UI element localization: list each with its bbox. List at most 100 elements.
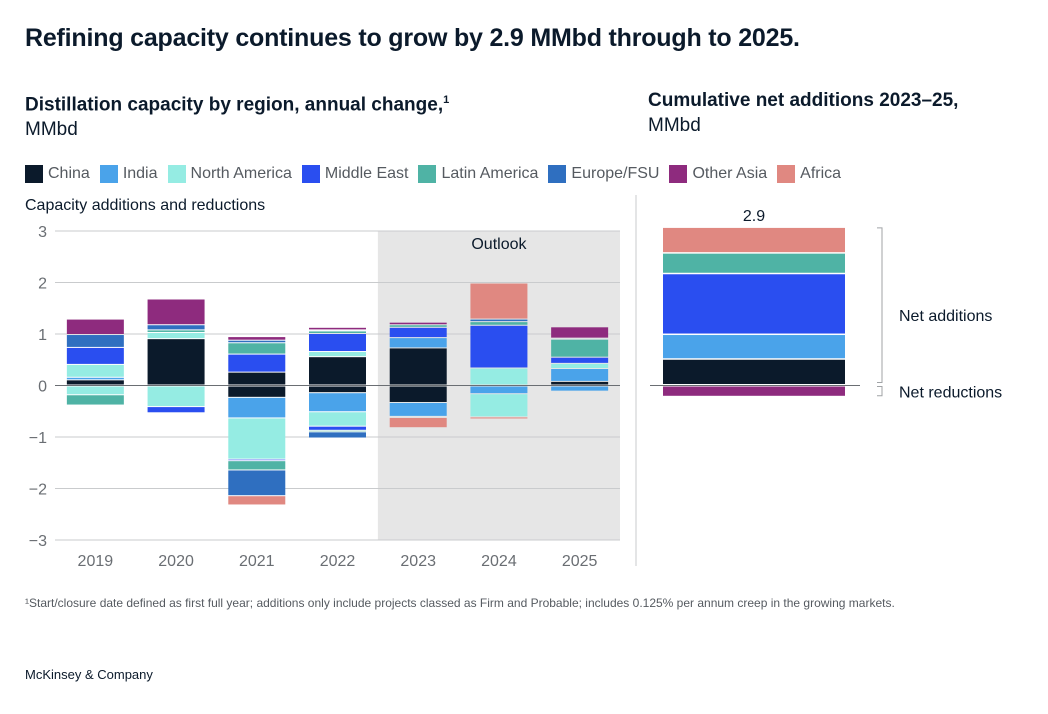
neg-bar-2021-europe-fsu xyxy=(228,470,286,496)
legend-swatch xyxy=(777,165,796,183)
cumulative-bar-africa xyxy=(663,227,845,253)
bar-2023-middle-east xyxy=(389,327,447,338)
bar-2020-other-asia xyxy=(147,299,205,325)
neg-bar-2022-north-america xyxy=(309,412,366,426)
cumulative-bar-china xyxy=(663,359,845,384)
x-tick-label: 2024 xyxy=(481,553,517,570)
bar-2024-middle-east xyxy=(470,325,528,368)
net-additions-bracket xyxy=(877,227,883,383)
legend-swatch xyxy=(301,165,320,183)
legend-label: Middle East xyxy=(324,165,409,182)
net-reductions-label: Net reductions xyxy=(899,385,1002,402)
neg-bar-2023-africa xyxy=(389,417,447,428)
neg-bar-2021-north-america xyxy=(228,418,286,459)
neg-bar-2022-india xyxy=(309,393,366,412)
legend-label: India xyxy=(122,165,158,182)
bar-2020-europe-fsu xyxy=(147,325,205,330)
legend-item-africa: Africa xyxy=(777,165,841,183)
net-additions-label: Net additions xyxy=(899,308,992,325)
bar-2022-north-america xyxy=(309,352,366,357)
bar-2020-north-america xyxy=(147,332,205,339)
left-chart-unit: MMbd xyxy=(25,119,78,140)
x-tick-label: 2025 xyxy=(562,553,598,570)
neg-bar-2024-africa xyxy=(470,417,528,419)
y-tick-label: 2 xyxy=(38,276,47,293)
cumulative-bar-latin-america xyxy=(663,253,845,273)
neg-bar-2021-africa xyxy=(228,496,286,505)
outlook-label: Outlook xyxy=(471,236,527,253)
neg-bar-2021-china xyxy=(228,386,286,397)
neg-bar-2019-latin-america xyxy=(66,395,124,405)
bar-2023-india xyxy=(389,338,447,348)
right-chart-unit: MMbd xyxy=(648,115,701,136)
bar-2020-latin-america xyxy=(147,330,205,332)
page-title: Refining capacity continues to grow by 2… xyxy=(25,24,800,52)
bar-2021-latin-america xyxy=(228,343,286,354)
bar-2022-middle-east xyxy=(309,334,366,352)
capacity-subtitle: Capacity additions and reductions xyxy=(25,197,266,214)
bar-2023-other-asia xyxy=(389,322,447,325)
legend-label: China xyxy=(48,165,90,182)
legend-item-north-america: North America xyxy=(167,165,292,183)
bar-2019-other-asia xyxy=(66,319,124,335)
bar-2024-north-america xyxy=(470,368,528,385)
legend: China India North America Middle East Latin … xyxy=(25,165,851,183)
bar-2025-other-asia xyxy=(551,327,609,338)
y-tick-label: −3 xyxy=(29,533,47,550)
y-tick-label: −2 xyxy=(29,482,47,499)
bar-2025-latin-america xyxy=(551,339,609,357)
y-tick-label: 0 xyxy=(38,379,47,396)
bar-2024-europe-fsu xyxy=(470,319,528,322)
bar-2022-china xyxy=(309,357,366,385)
neg-bar-2024-india xyxy=(470,386,528,394)
neg-bar-2022-latin-america xyxy=(309,430,366,432)
bar-2025-china xyxy=(551,381,609,385)
neg-bar-2025-india xyxy=(551,386,609,391)
bar-2023-latin-america xyxy=(389,325,447,327)
y-tick-label: −1 xyxy=(29,430,47,447)
bar-2019-europe-fsu xyxy=(66,335,124,347)
legend-swatch xyxy=(25,165,43,183)
neg-bar-2019-north-america xyxy=(66,386,124,395)
bar-2021-other-asia xyxy=(228,337,286,340)
bar-2021-europe-fsu xyxy=(228,340,286,343)
neg-bar-2020-middle-east xyxy=(147,407,205,413)
bar-2023-china xyxy=(389,348,447,385)
bar-2019-india xyxy=(66,377,124,380)
bar-2019-china xyxy=(66,380,124,385)
legend-item-india: India xyxy=(99,165,158,183)
legend-label: Latin America xyxy=(441,165,539,182)
left-chart-title-text: Distillation capacity by region, annual … xyxy=(25,94,444,116)
bar-2024-latin-america xyxy=(470,322,528,325)
bar-2024-africa xyxy=(470,283,528,319)
legend-label: North America xyxy=(190,165,292,182)
y-tick-label: 3 xyxy=(38,224,47,241)
net-reductions-bracket xyxy=(877,386,883,397)
bar-2025-north-america xyxy=(551,363,609,369)
bar-2020-china xyxy=(147,339,205,385)
legend-item-latin-america: Latin America xyxy=(418,165,538,183)
legend-item-middle-east: Middle East xyxy=(301,165,409,183)
legend-label: Other Asia xyxy=(692,165,768,182)
x-tick-label: 2023 xyxy=(400,553,436,570)
footnote: ¹Start/closure date defined as first ful… xyxy=(25,596,895,610)
neg-bar-2023-india xyxy=(389,402,447,416)
left-chart-title: Distillation capacity by region, annual … xyxy=(25,94,449,116)
right-chart-title: Cumulative net additions 2023–25, xyxy=(648,90,959,111)
cumulative-bar-other-asia xyxy=(663,386,845,396)
legend-swatch xyxy=(418,165,437,183)
legend-swatch xyxy=(548,165,567,183)
bar-2019-north-america xyxy=(66,364,124,377)
legend-item-other-asia: Other Asia xyxy=(669,165,767,183)
cumulative-total-label: 2.9 xyxy=(743,208,765,225)
legend-swatch xyxy=(669,165,688,183)
neg-bar-2022-china xyxy=(309,386,366,393)
x-tick-label: 2021 xyxy=(239,553,275,570)
legend-label: Africa xyxy=(800,165,842,182)
y-tick-label: 1 xyxy=(38,327,47,344)
neg-bar-2020-north-america xyxy=(147,386,205,407)
neg-bar-2024-north-america xyxy=(470,394,528,417)
bar-2021-china xyxy=(228,372,286,385)
bar-2025-middle-east xyxy=(551,357,609,363)
